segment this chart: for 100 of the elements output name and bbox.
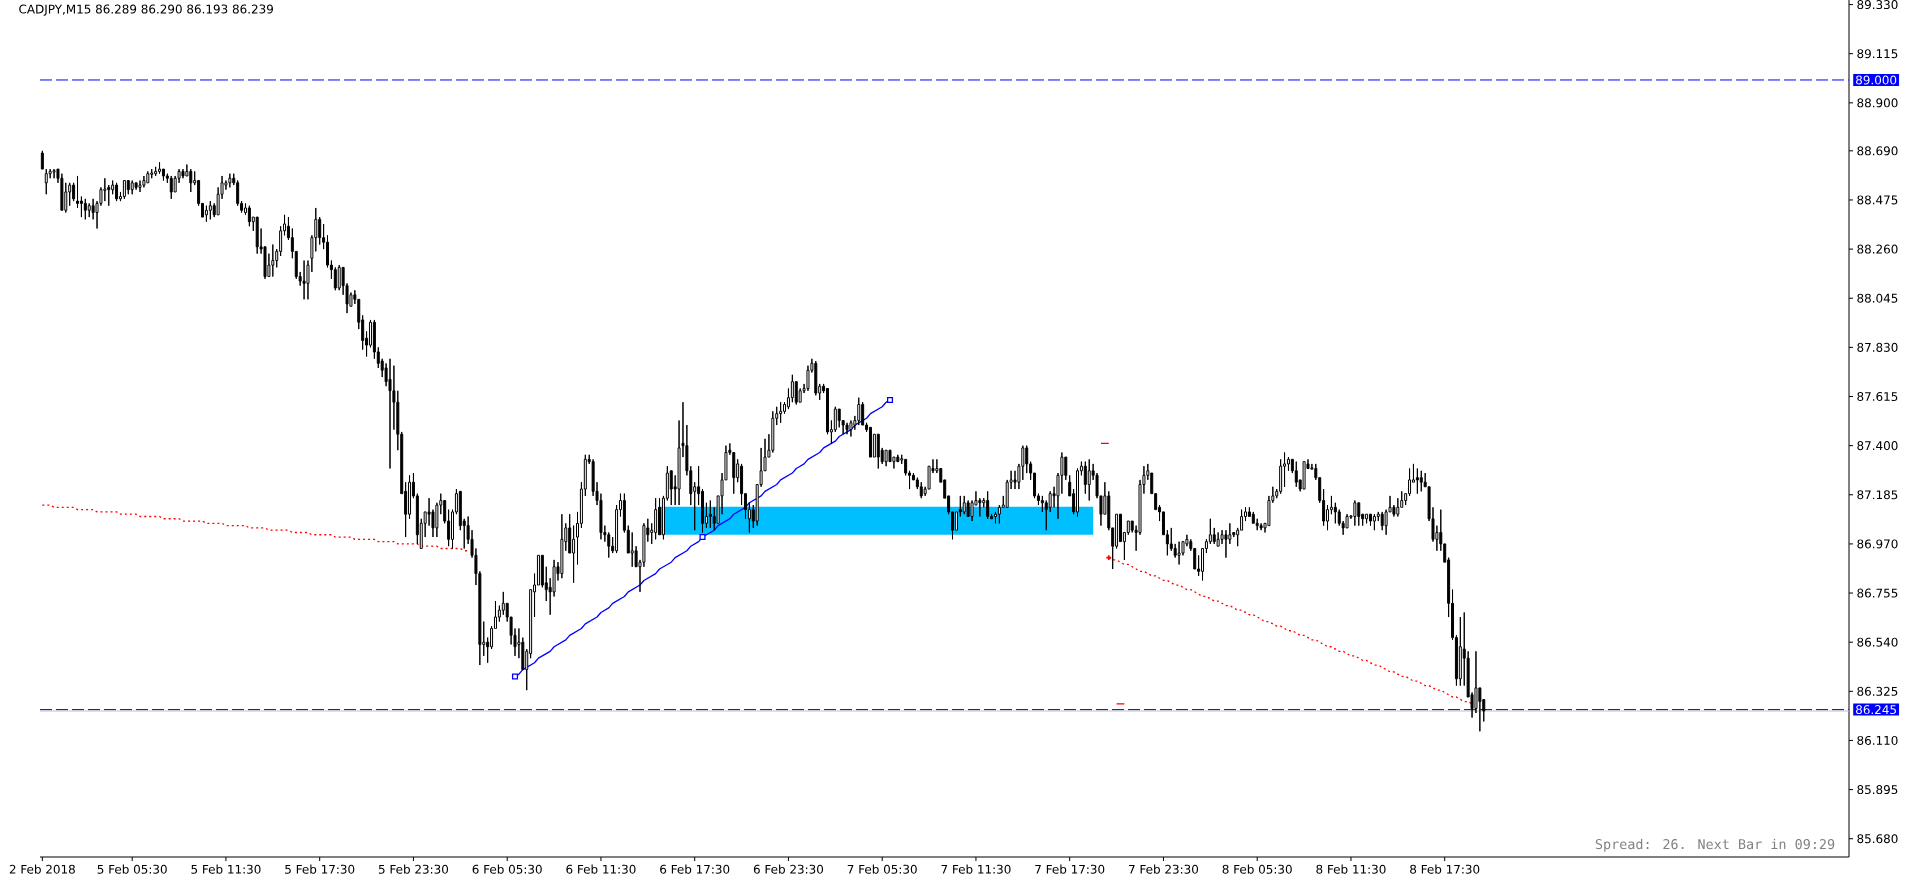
candlestick (247, 205, 251, 227)
y-tick-label: 85.680 (1857, 834, 1898, 844)
point (699, 534, 706, 541)
x-tick-label: 7 Feb 05:30 (847, 864, 917, 874)
candlestick (1294, 461, 1298, 488)
candlestick (814, 360, 818, 396)
candlestick (83, 198, 87, 220)
y-tick-label: 86.325 (1857, 686, 1898, 696)
candlestick (560, 513, 564, 579)
candlestick (654, 497, 658, 540)
y-tick-label: 88.690 (1857, 146, 1898, 156)
candlestick (669, 470, 673, 506)
candlestick (228, 173, 232, 188)
candlestick (884, 449, 888, 467)
candlestick (122, 180, 126, 200)
candlestick (1380, 511, 1384, 531)
point (1106, 555, 1112, 561)
y-tick-label: 88.045 (1857, 293, 1898, 303)
candlestick (1353, 499, 1357, 527)
x-tick-label: 7 Feb 17:30 (1035, 864, 1105, 874)
x-tick-label: 6 Feb 11:30 (566, 864, 636, 874)
candlestick (181, 168, 185, 179)
candlestick (1087, 458, 1091, 501)
y-tick-label: 88.900 (1857, 98, 1898, 108)
candlestick (138, 180, 142, 193)
candlestick (126, 180, 130, 195)
candlestick (72, 182, 76, 202)
y-tick-label: 89.115 (1857, 49, 1898, 59)
candlestick (1357, 502, 1361, 527)
x-tick-label: 8 Feb 11:30 (1316, 864, 1386, 874)
y-tick-label: 89.330 (1857, 0, 1898, 10)
candlestick (388, 358, 392, 469)
candlestick (876, 433, 880, 469)
candlestick (919, 481, 923, 499)
candlestick (857, 397, 861, 426)
candlestick (1302, 461, 1306, 490)
point (511, 673, 519, 680)
candlestick (134, 182, 138, 191)
candlestick (150, 168, 154, 179)
x-tick-label: 6 Feb 05:30 (472, 864, 542, 874)
y-tick-label: 85.895 (1857, 785, 1898, 795)
y-tick-label: 86.540 (1857, 637, 1898, 647)
x-tick-label: 7 Feb 23:30 (1129, 864, 1199, 874)
candlestick (962, 495, 966, 515)
candlestick (868, 426, 872, 458)
candlestick (189, 168, 193, 193)
annotation: Spread: 26. Next Bar in 09:29 (1595, 838, 1835, 852)
candlestick (103, 177, 107, 202)
y-tick-label: 86.970 (1857, 539, 1898, 549)
y-tick-label: 86.755 (1857, 588, 1898, 598)
candlestick (1216, 531, 1220, 547)
ref-line-label: 89.000 (1856, 75, 1897, 85)
y-tick-label: 87.830 (1857, 342, 1898, 352)
candlestick (142, 175, 146, 188)
candlestick (44, 168, 48, 195)
ref-line-label: 86.245 (1856, 705, 1896, 715)
x-tick-label: 2 Feb 2018 (9, 864, 75, 874)
point (886, 396, 894, 403)
candlestick (115, 182, 119, 202)
candlestick (779, 401, 783, 424)
x-tick-label: 5 Feb 23:30 (378, 864, 449, 874)
candlestick (1415, 467, 1419, 495)
candlestick (845, 422, 849, 435)
chart-title: CADJPY,M15 86.289 86.290 86.193 86.239 (19, 4, 273, 16)
x-tick-label: 5 Feb 11:30 (191, 864, 261, 874)
candlestick (966, 499, 970, 517)
y-tick-label: 88.260 (1857, 244, 1898, 254)
candlestick (146, 170, 150, 184)
candlestick (1177, 541, 1181, 565)
candlestick (52, 168, 56, 179)
y-tick-label: 88.475 (1857, 195, 1898, 205)
y-tick-label: 87.400 (1857, 441, 1898, 451)
candlestick (1372, 513, 1376, 531)
y-tick-label: 86.110 (1857, 735, 1898, 745)
candlestick (169, 175, 173, 200)
candlestick (204, 205, 208, 223)
candlestick (40, 150, 44, 170)
x-tick-label: 5 Feb 05:30 (97, 864, 167, 874)
candlestick (255, 216, 259, 255)
candlestick (208, 200, 212, 220)
x-tick-label: 6 Feb 23:30 (753, 864, 824, 874)
candlestick (708, 499, 712, 529)
x-tick-label: 8 Feb 17:30 (1410, 864, 1480, 874)
x-tick-label: 5 Feb 17:30 (285, 864, 355, 874)
candlestick (1368, 513, 1372, 527)
x-tick-label: 7 Feb 11:30 (941, 864, 1011, 874)
candlestick (337, 264, 341, 291)
candlestick (658, 497, 662, 536)
candlestick (1458, 616, 1462, 687)
y-tick-label: 87.615 (1857, 391, 1898, 402)
candlestick (87, 202, 91, 218)
candlestick (271, 244, 275, 278)
candlestick (849, 420, 853, 437)
x-tick-label: 8 Feb 05:30 (1222, 864, 1292, 874)
x-tick-label: 6 Feb 17:30 (660, 864, 730, 874)
candlestick (154, 166, 158, 177)
candlestick (1365, 513, 1369, 524)
candlestick (1259, 522, 1263, 531)
candlestick (130, 180, 134, 195)
y-tick-label: 87.185 (1857, 490, 1898, 500)
